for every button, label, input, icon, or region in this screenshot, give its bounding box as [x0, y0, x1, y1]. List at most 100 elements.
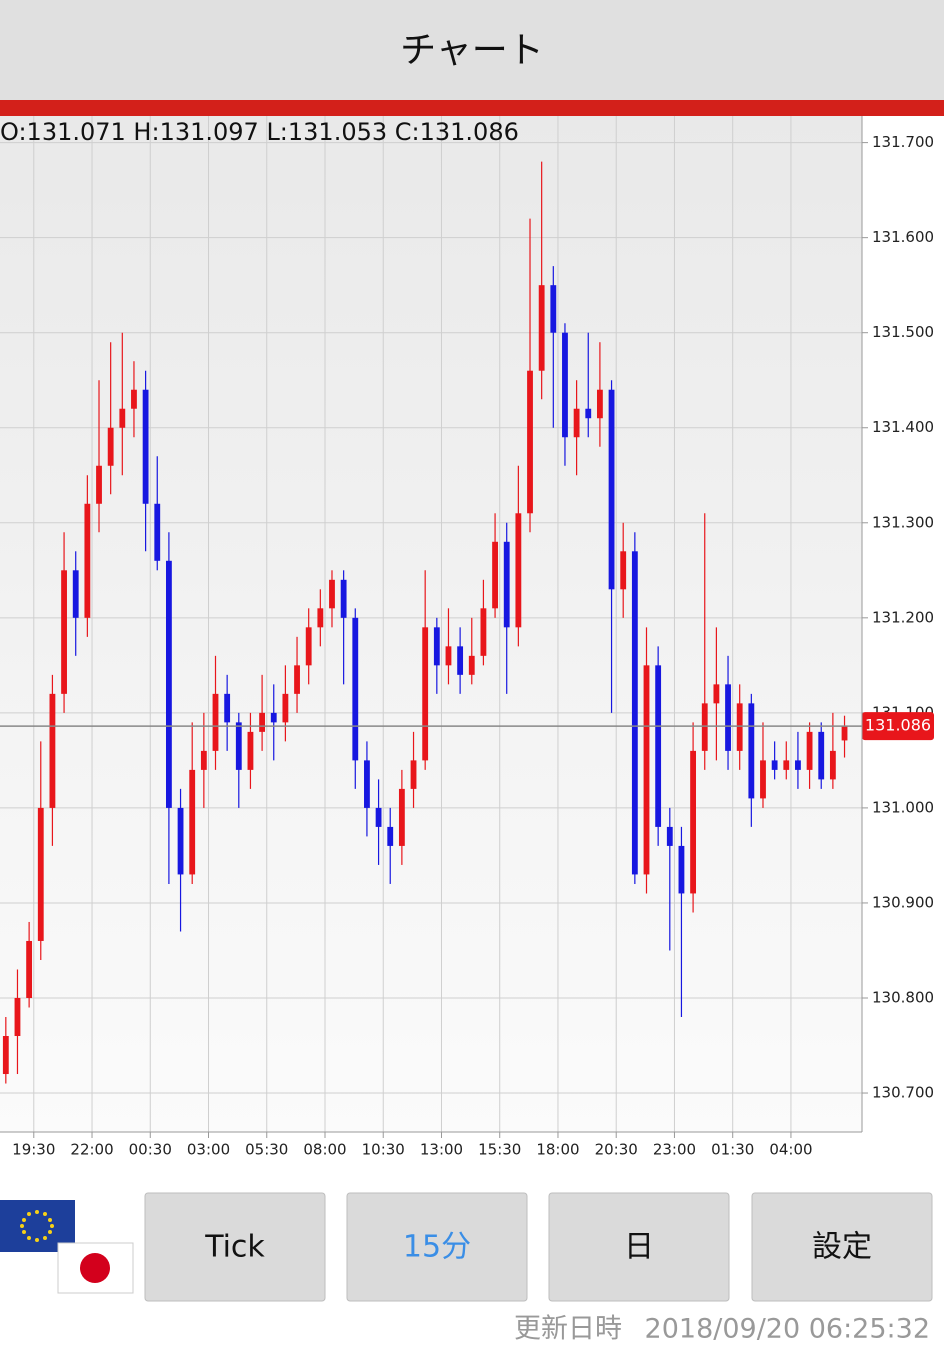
plot-area	[0, 116, 862, 1132]
candle-body	[165, 560, 172, 808]
candle-body	[783, 760, 790, 770]
tab-button[interactable]	[346, 1192, 528, 1302]
x-tick-label: 15:30	[478, 1141, 521, 1159]
candle-body	[235, 722, 242, 770]
candle-body	[585, 408, 592, 419]
candle-body	[14, 997, 21, 1037]
candle-body	[573, 408, 580, 438]
candle-body	[2, 1036, 9, 1075]
candle-body	[387, 826, 394, 846]
tab-button-label[interactable]: 日	[624, 1230, 654, 1265]
candle-body	[760, 760, 766, 799]
accent-bar	[0, 100, 944, 116]
candle-body	[410, 760, 417, 789]
candle-body	[247, 731, 254, 770]
candle-body	[200, 750, 207, 770]
candle-body	[480, 608, 487, 656]
candle-body	[107, 427, 114, 466]
candle-body	[375, 807, 382, 827]
candle-body	[131, 389, 137, 409]
tab-button-label[interactable]: 15分	[403, 1230, 471, 1265]
candle-body	[503, 541, 510, 628]
y-tick-label: 131.400	[872, 418, 934, 436]
tab-button-label[interactable]: 設定	[812, 1230, 872, 1265]
candle-body	[212, 693, 219, 751]
candle-body	[364, 760, 370, 808]
candle-body	[422, 627, 429, 761]
candle-body	[771, 760, 778, 770]
candle-body	[492, 541, 498, 609]
current-price-label: 131.086	[865, 716, 931, 735]
candle-body	[701, 703, 708, 751]
x-tick-label: 23:00	[653, 1141, 696, 1159]
candle-body	[666, 826, 673, 846]
y-tick-label: 131.600	[872, 228, 934, 246]
button-bar: Tick 15分 日 設定	[144, 1192, 933, 1302]
candle-body	[398, 788, 405, 846]
y-axis-area	[862, 116, 944, 1132]
candle-body	[795, 760, 801, 770]
candle-body	[329, 579, 335, 609]
candle-body	[562, 332, 568, 438]
candle-body	[49, 693, 56, 808]
candle-body	[294, 665, 300, 694]
candle-body	[538, 285, 545, 371]
candle-body	[305, 627, 312, 666]
x-tick-label: 04:00	[769, 1141, 812, 1159]
tab-button-label[interactable]: Tick	[204, 1230, 265, 1265]
y-tick-label: 131.300	[872, 513, 934, 531]
y-tick-label: 130.900	[872, 893, 934, 911]
app-title: チャート	[400, 30, 544, 71]
tab-button[interactable]	[548, 1192, 730, 1302]
candle-body	[317, 608, 324, 628]
candle-body	[154, 503, 161, 561]
x-tick-label: 00:30	[129, 1141, 172, 1159]
candle-body	[690, 750, 697, 894]
current-price-tag	[862, 712, 934, 741]
candle-body	[841, 726, 848, 741]
candle-body	[119, 408, 126, 428]
candle-body	[61, 570, 67, 694]
y-tick-label: 130.700	[872, 1084, 934, 1102]
candle-body	[72, 570, 79, 618]
candle-body	[282, 693, 289, 723]
candle-body	[26, 940, 33, 998]
tab-button[interactable]	[144, 1192, 326, 1302]
candle-body	[352, 617, 359, 761]
candle-body	[713, 684, 720, 704]
candle-body	[631, 551, 638, 875]
candle-body	[468, 655, 475, 675]
updated-label: 更新日時	[514, 1314, 622, 1345]
candle-body	[433, 627, 440, 666]
candle-body	[270, 712, 277, 723]
candle-body	[806, 731, 813, 770]
candle-body	[596, 389, 603, 419]
x-tick-label: 20:30	[595, 1141, 638, 1159]
candle-body	[457, 646, 464, 675]
x-tick-label: 22:00	[70, 1141, 113, 1159]
candle-body	[678, 845, 685, 894]
ohlc-label: O:131.071 H:131.097 L:131.053 C:131.086	[0, 118, 519, 146]
x-tick-label: 08:00	[303, 1141, 346, 1159]
updated-at: 2018/09/20 06:25:32	[645, 1314, 930, 1345]
candle-body	[527, 370, 533, 514]
tab-button[interactable]	[751, 1192, 933, 1302]
y-tick-label: 131.500	[872, 323, 934, 341]
x-tick-label: 03:00	[187, 1141, 230, 1159]
candle-body	[550, 285, 557, 333]
candle-body	[748, 703, 755, 799]
eu-stars	[20, 1210, 54, 1242]
candle-body	[643, 665, 650, 875]
candle-body	[84, 503, 91, 618]
candle-body	[259, 712, 266, 732]
candle-body	[515, 513, 522, 628]
candle-body	[96, 465, 102, 504]
y-tick-label: 131.700	[872, 133, 934, 151]
candle-body	[177, 807, 184, 875]
candle-body	[608, 389, 615, 590]
candle-body	[818, 731, 825, 780]
y-tick-label: 131.200	[872, 608, 934, 626]
candle-body	[655, 665, 662, 827]
